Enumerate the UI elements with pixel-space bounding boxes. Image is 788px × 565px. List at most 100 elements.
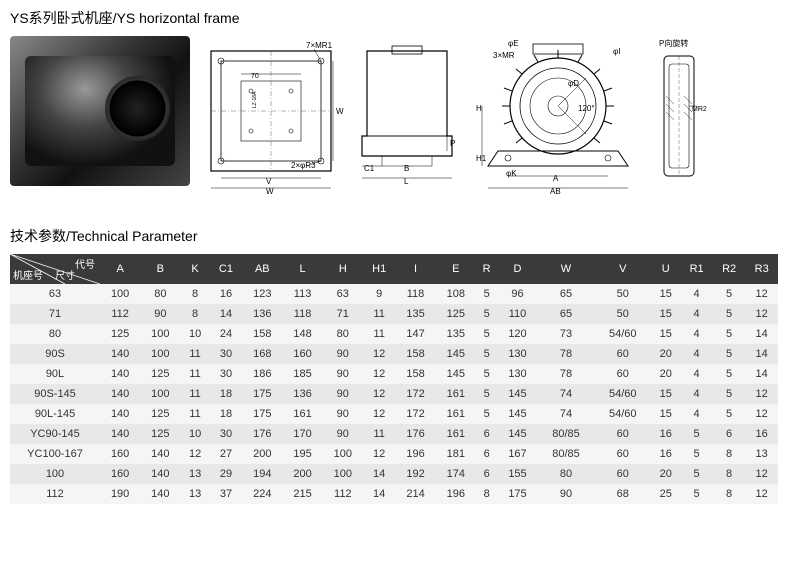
cell: 15 [651,324,680,344]
cell: 160 [282,344,322,364]
cell: 140 [140,484,180,504]
cell: 16 [745,424,778,444]
table-row: 63100808161231136391181085966550154512 [10,284,778,304]
cell: 140 [140,464,180,484]
cell: 5 [476,344,498,364]
cell: 140 [100,404,140,424]
cell: 148 [282,324,322,344]
col-header-r2: R2 [713,254,746,284]
cell: 37 [210,484,243,504]
cell: 10 [180,424,209,444]
cell: 200 [282,464,322,484]
cell: 100 [140,344,180,364]
cell: 60 [594,344,651,364]
cell: 170 [282,424,322,444]
cell: 145 [497,404,537,424]
cell: 145 [497,424,537,444]
cell: 80/85 [538,424,595,444]
tech-drawing-top: 7×MR1 2×φR3 70 LZ-18A W V W [196,36,346,196]
cell: 5 [713,384,746,404]
cell: 175 [497,484,537,504]
table-row: 90S1401001130168160901215814551307860204… [10,344,778,364]
label-w-side: W [336,107,344,116]
cell: 5 [476,324,498,344]
label-a: A [553,174,559,183]
cell: 68 [594,484,651,504]
cell: 8 [713,444,746,464]
cell: 12 [745,384,778,404]
cell: 12 [745,484,778,504]
cell: 100 [140,324,180,344]
cell: 14 [745,324,778,344]
cell: 90 [323,344,363,364]
cell: 90 [323,424,363,444]
label-d: φD [568,79,579,88]
row-name: 90S-145 [10,384,100,404]
corner-mid: 尺寸 [55,267,75,282]
cell: 5 [713,324,746,344]
cell: 140 [100,364,140,384]
cell: 161 [436,384,476,404]
col-header-r3: R3 [745,254,778,284]
cell: 135 [436,324,476,344]
cell: 25 [651,484,680,504]
cell: 54/60 [594,404,651,424]
cell: 90 [323,384,363,404]
cell: 30 [210,344,243,364]
cell: 74 [538,384,595,404]
cell: 30 [210,424,243,444]
cell: 27 [210,444,243,464]
col-header-h1: H1 [363,254,396,284]
cell: 15 [651,384,680,404]
corner-cell: 代号 尺寸 机座号 [10,254,100,284]
label-rot: P向旋转 [659,38,688,48]
row-name: 90S [10,344,100,364]
cell: 5 [713,344,746,364]
cell: 15 [651,284,680,304]
cell: 8 [713,484,746,504]
cell: 16 [651,424,680,444]
cell: 15 [651,304,680,324]
cell: 80 [140,284,180,304]
cell: 12 [745,284,778,304]
cell: 6 [476,464,498,484]
col-header-v: V [594,254,651,284]
cell: 194 [242,464,282,484]
cell: 20 [651,364,680,384]
cell: 145 [436,344,476,364]
table-row: 801251001024158148801114713551207354/601… [10,324,778,344]
cell: 14 [210,304,243,324]
cell: 140 [140,444,180,464]
cell: 60 [594,464,651,484]
cell: 190 [100,484,140,504]
cell: 65 [538,304,595,324]
cell: 120 [497,324,537,344]
row-name: 80 [10,324,100,344]
cell: 5 [476,284,498,304]
cell: 80/85 [538,444,595,464]
cell: 175 [242,384,282,404]
product-photo [10,36,190,186]
cell: 30 [210,364,243,384]
col-header-a: A [100,254,140,284]
cell: 147 [395,324,435,344]
table-row: 1001601401329194200100141921746155806020… [10,464,778,484]
cell: 11 [363,424,396,444]
cell: 12 [745,464,778,484]
row-name: 90L [10,364,100,384]
cell: 195 [282,444,322,464]
cell: 9 [363,284,396,304]
cell: 4 [680,404,713,424]
cell: 5 [680,464,713,484]
cell: 74 [538,404,595,424]
row-name: 90L-145 [10,404,100,424]
cell: 6 [713,424,746,444]
cell: 136 [282,384,322,404]
cell: 90 [140,304,180,324]
label-p: P [450,139,455,148]
cell: 5 [713,304,746,324]
cell: 4 [680,304,713,324]
cell: 80 [538,464,595,484]
cell: 12 [745,304,778,324]
cell: 96 [497,284,537,304]
